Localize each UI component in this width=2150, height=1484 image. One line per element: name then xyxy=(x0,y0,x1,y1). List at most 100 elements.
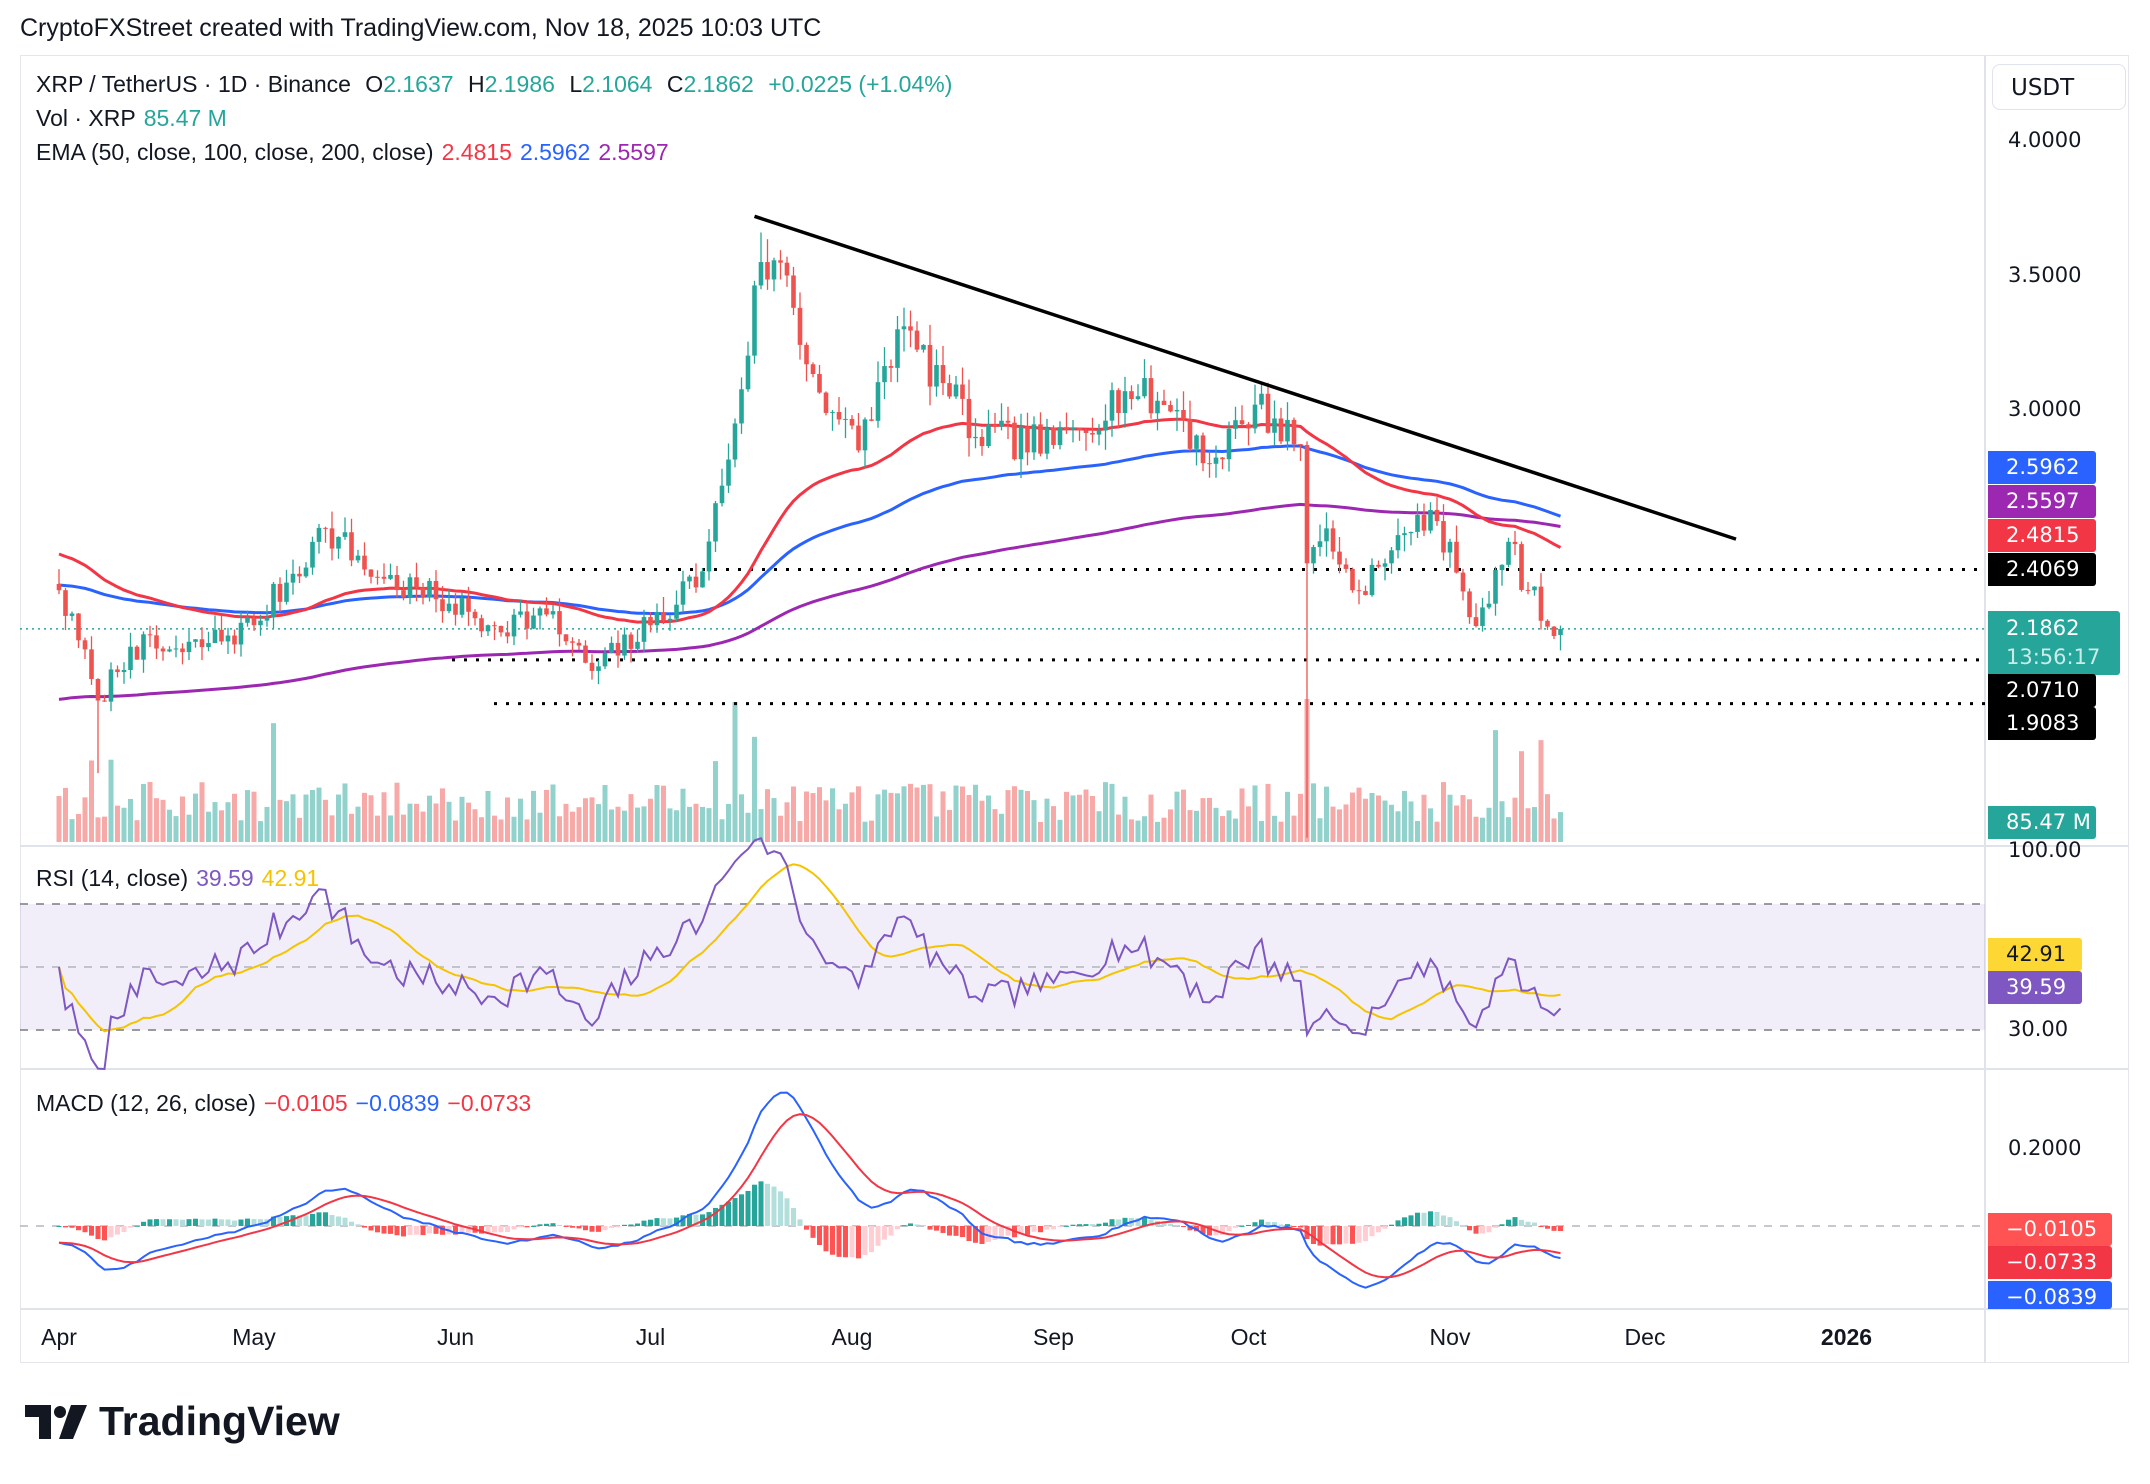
macd-hist-bar xyxy=(1538,1226,1544,1227)
candle-body xyxy=(1317,541,1323,548)
macd-hist-bar xyxy=(713,1207,718,1226)
macd-hist-bar xyxy=(979,1226,985,1244)
candle-body xyxy=(1278,418,1284,442)
candle xyxy=(908,310,913,348)
candle xyxy=(1116,388,1121,429)
candle-body xyxy=(1122,391,1128,413)
volume-bar xyxy=(193,793,198,842)
candle xyxy=(596,659,601,685)
volume-bar xyxy=(1447,794,1453,842)
macd-label[interactable]: MACD (12, 26, close) xyxy=(36,1090,256,1116)
candle-body xyxy=(1506,541,1511,565)
macd-hist-bar xyxy=(154,1219,159,1226)
macd-signal-line xyxy=(58,1113,1561,1279)
macd-hist-bar xyxy=(225,1219,231,1226)
volume-bar xyxy=(804,791,809,842)
macd-hist-bar xyxy=(251,1219,257,1226)
macd-hist-bar xyxy=(849,1226,855,1258)
macd-hist-tag: −0.0105 xyxy=(1988,1213,2112,1246)
volume-bars xyxy=(56,699,1563,842)
candle-body xyxy=(193,639,198,642)
volume-bar xyxy=(1558,812,1563,842)
volume-bar xyxy=(219,810,224,842)
currency-button[interactable]: USDT xyxy=(1992,64,2126,110)
volume-bar xyxy=(1376,795,1381,842)
candle-body xyxy=(953,384,959,397)
macd-hist-bar xyxy=(336,1216,341,1226)
volume-bar xyxy=(381,792,387,842)
macd-hist-bar xyxy=(745,1190,751,1226)
volume-bar xyxy=(992,809,998,842)
macd-hist-bar xyxy=(654,1218,660,1226)
last-price-tag: 2.1862 13:56:17 xyxy=(1988,611,2120,675)
macd-hist-bar xyxy=(173,1219,179,1226)
volume-bar xyxy=(414,803,419,842)
volume-bar xyxy=(843,803,848,842)
tradingview-logo[interactable]: TradingView xyxy=(25,1398,340,1445)
candle xyxy=(479,614,484,638)
volume-bar xyxy=(1525,808,1531,842)
macd-hist-bar xyxy=(544,1223,549,1226)
volume-bar xyxy=(63,787,68,842)
candle xyxy=(498,625,504,637)
macd-hist-bar xyxy=(1200,1226,1206,1235)
macd-hist-bar xyxy=(830,1226,835,1255)
volume-label[interactable]: Vol · XRP xyxy=(36,105,136,131)
macd-hist-bar xyxy=(108,1226,114,1238)
candle xyxy=(1187,400,1193,452)
candle xyxy=(362,542,367,576)
rsi-label[interactable]: RSI (14, close) xyxy=(36,865,189,891)
macd-hist-bar xyxy=(167,1219,172,1226)
symbol-title[interactable]: XRP / TetherUS · 1D · Binance xyxy=(36,71,351,97)
candle xyxy=(1454,525,1459,574)
support-tag: 1.9083 xyxy=(1988,707,2096,740)
volume-bar xyxy=(1207,797,1212,842)
volume-bar xyxy=(472,809,478,842)
candle xyxy=(225,627,231,654)
macd-hist-bar xyxy=(459,1226,465,1233)
candle-body xyxy=(1512,541,1518,545)
volume-bar xyxy=(1272,815,1277,842)
candle xyxy=(1408,531,1414,546)
volume-bar xyxy=(1148,794,1154,842)
candle xyxy=(1558,625,1563,651)
candle xyxy=(1103,404,1108,450)
candle-body xyxy=(440,599,445,612)
volume-bar xyxy=(1252,785,1258,842)
volume-bar xyxy=(459,796,465,842)
candle-body xyxy=(1298,444,1303,446)
price-tick: 3.5000 xyxy=(2008,263,2082,287)
candle xyxy=(1018,413,1024,479)
candle-body xyxy=(999,420,1004,427)
candle-body xyxy=(719,485,725,504)
candle-body xyxy=(1434,509,1440,522)
candle xyxy=(1382,558,1388,581)
candle xyxy=(206,631,211,652)
macd-hist-bar xyxy=(843,1226,848,1258)
volume-bar xyxy=(1551,818,1557,842)
volume-bar xyxy=(745,812,751,842)
candle-body xyxy=(245,617,250,623)
volume-bar xyxy=(375,815,380,842)
volume-bar xyxy=(173,816,179,842)
candle-body xyxy=(1233,420,1238,429)
candle-body xyxy=(518,611,523,615)
candle-body xyxy=(1051,427,1056,445)
macd-hist-bar xyxy=(329,1215,335,1226)
macd-hist-bar xyxy=(1246,1224,1251,1226)
candle-body xyxy=(1031,424,1037,453)
candle-body xyxy=(901,326,907,330)
macd-hist-bar xyxy=(407,1226,413,1235)
volume-bar xyxy=(758,809,764,842)
ema-label[interactable]: EMA (50, close, 100, close, 200, close) xyxy=(36,139,434,165)
volume-bar xyxy=(511,816,517,842)
candle xyxy=(297,566,302,584)
volume-bar xyxy=(1064,791,1069,842)
time-axis-label: Aug xyxy=(831,1324,873,1350)
volume-bar xyxy=(154,798,159,842)
candle-body xyxy=(1207,463,1212,465)
candle xyxy=(238,611,244,657)
volume-bar xyxy=(121,807,127,842)
rsi-ma-tag: 42.91 xyxy=(1988,938,2082,971)
